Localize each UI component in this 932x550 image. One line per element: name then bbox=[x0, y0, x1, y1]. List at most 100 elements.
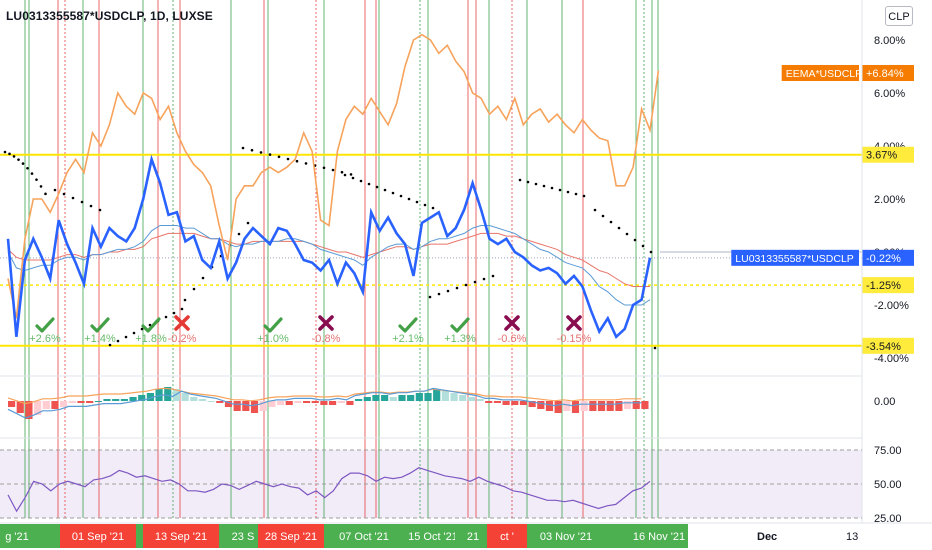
macd-histogram-bar bbox=[250, 401, 259, 413]
sar-dot bbox=[116, 339, 120, 343]
macd-histogram-bar bbox=[112, 399, 120, 401]
macd-histogram-bar bbox=[606, 401, 614, 411]
x-axis-date-label: 13 Sep '21 bbox=[143, 524, 219, 548]
macd-histogram-bar bbox=[363, 397, 371, 401]
sar-dot bbox=[633, 238, 637, 242]
macd-histogram-bar bbox=[8, 401, 16, 407]
y-tick-label: 8.00% bbox=[874, 35, 905, 47]
price-label-lu0313355587: LU0313355587*USDCLP -0.22% bbox=[731, 249, 914, 266]
macd-histogram-bar bbox=[268, 401, 276, 407]
sar-dot bbox=[140, 327, 144, 331]
sar-dot bbox=[446, 289, 450, 293]
macd-histogram-bar bbox=[450, 393, 458, 401]
check-mark-shape bbox=[141, 317, 161, 333]
sar-dot bbox=[542, 184, 546, 188]
macd-histogram-bar bbox=[554, 401, 562, 413]
macd-histogram-bar bbox=[198, 399, 207, 401]
macd-histogram-bar bbox=[433, 389, 441, 401]
sell-signal-cross-icon bbox=[318, 315, 334, 331]
x-axis-label-text: 16 Nov '21 bbox=[633, 531, 685, 543]
sar-dot bbox=[566, 190, 570, 194]
rsi-tick-label: 75.00 bbox=[874, 445, 902, 457]
sar-dot bbox=[183, 298, 187, 302]
check-mark-shape bbox=[263, 317, 283, 333]
sar-dot bbox=[192, 287, 196, 291]
sar-dot bbox=[30, 172, 34, 175]
sar-dot bbox=[286, 157, 290, 161]
sar-dot bbox=[593, 208, 597, 212]
macd-histogram-bar bbox=[207, 401, 215, 402]
price-tag-name-bg bbox=[731, 249, 859, 266]
x-axis-date-label: 23 S bbox=[228, 524, 258, 548]
y-tick-label: -2.00% bbox=[874, 300, 909, 312]
sar-dot bbox=[295, 159, 299, 163]
macd-histogram-bar bbox=[415, 393, 423, 401]
macd-histogram-bar bbox=[120, 399, 128, 401]
signal-label: +1.4% bbox=[84, 333, 116, 345]
macd-histogram-bar bbox=[337, 401, 345, 403]
sar-dot bbox=[89, 204, 93, 208]
sar-dot bbox=[148, 323, 152, 327]
sar-dot bbox=[574, 192, 578, 196]
sar-dot bbox=[250, 148, 254, 152]
series-line-eema bbox=[7, 33, 660, 319]
sar-dot bbox=[340, 170, 344, 174]
macd-histogram-bar bbox=[329, 401, 337, 405]
macd-histogram-bar bbox=[224, 401, 233, 407]
sar-dot bbox=[172, 311, 176, 315]
currency-button[interactable]: CLP bbox=[885, 6, 913, 26]
macd-histogram-bar bbox=[103, 399, 111, 401]
x-axis-date-label: 13 bbox=[846, 531, 858, 543]
sar-dot bbox=[39, 185, 43, 188]
macd-histogram-bar bbox=[34, 401, 42, 415]
sar-dot bbox=[617, 226, 621, 230]
price-tag-name: LU0313355587*USDCLP bbox=[735, 253, 854, 265]
sar-dot bbox=[375, 185, 379, 189]
x-axis-label-text: 01 Sep '21 bbox=[72, 531, 124, 543]
buy-signal-check-icon bbox=[263, 317, 283, 333]
sar-dot bbox=[641, 244, 645, 248]
x-axis-label-bg bbox=[487, 524, 527, 548]
price-tag-value-bg bbox=[862, 146, 914, 163]
x-axis-date-label: 07 Oct '21 bbox=[330, 524, 398, 548]
x-axis-label-bg bbox=[530, 524, 602, 548]
signal-label: +1.0% bbox=[257, 333, 289, 345]
sar-dot bbox=[108, 343, 112, 347]
signal-label: +1.3% bbox=[444, 333, 476, 345]
sar-dot bbox=[343, 173, 347, 177]
macd-histogram-bar bbox=[320, 401, 328, 405]
macd-histogram-bar bbox=[485, 401, 493, 403]
sar-dot bbox=[124, 335, 128, 339]
x-axis-label-bg bbox=[60, 524, 136, 548]
sar-dot bbox=[550, 186, 554, 190]
macd-histogram-bar bbox=[155, 389, 163, 401]
rsi-tick-label: 25.00 bbox=[874, 513, 902, 525]
sar-dot bbox=[423, 203, 427, 207]
sar-dot bbox=[44, 192, 47, 196]
price-tag-name-bg bbox=[781, 65, 859, 81]
macd-histogram-bar bbox=[597, 401, 606, 411]
sar-dot bbox=[35, 178, 38, 181]
x-axis-range-highlight bbox=[136, 524, 143, 548]
sar-dot bbox=[80, 200, 84, 204]
x-axis-label-bg bbox=[228, 524, 258, 548]
signal-label: +2.6% bbox=[29, 333, 61, 345]
sar-dot bbox=[359, 179, 363, 183]
signal-label: -0.15% bbox=[557, 333, 592, 345]
macd-histogram-bar bbox=[77, 401, 85, 403]
macd-histogram-bar bbox=[172, 389, 181, 401]
sar-dot bbox=[268, 153, 272, 156]
macd-histogram-bar bbox=[623, 401, 632, 409]
macd-histogram-bar bbox=[563, 401, 571, 411]
sar-dot bbox=[21, 162, 25, 165]
macd-histogram-bar bbox=[519, 401, 528, 405]
price-tag-name: EEMA*USDCLP bbox=[786, 68, 862, 80]
price-tag-value: -3.54% bbox=[866, 341, 901, 353]
macd-histogram-bar bbox=[233, 401, 241, 411]
x-axis-range-highlight bbox=[602, 524, 630, 548]
macd-histogram-bar bbox=[441, 391, 449, 401]
x-axis-date-label: 01 Sep '21 bbox=[60, 524, 136, 548]
signal-label: +2.1% bbox=[392, 333, 424, 345]
x-axis-date-label: g '21 bbox=[0, 524, 34, 548]
x-axis-range-highlight bbox=[34, 524, 60, 548]
